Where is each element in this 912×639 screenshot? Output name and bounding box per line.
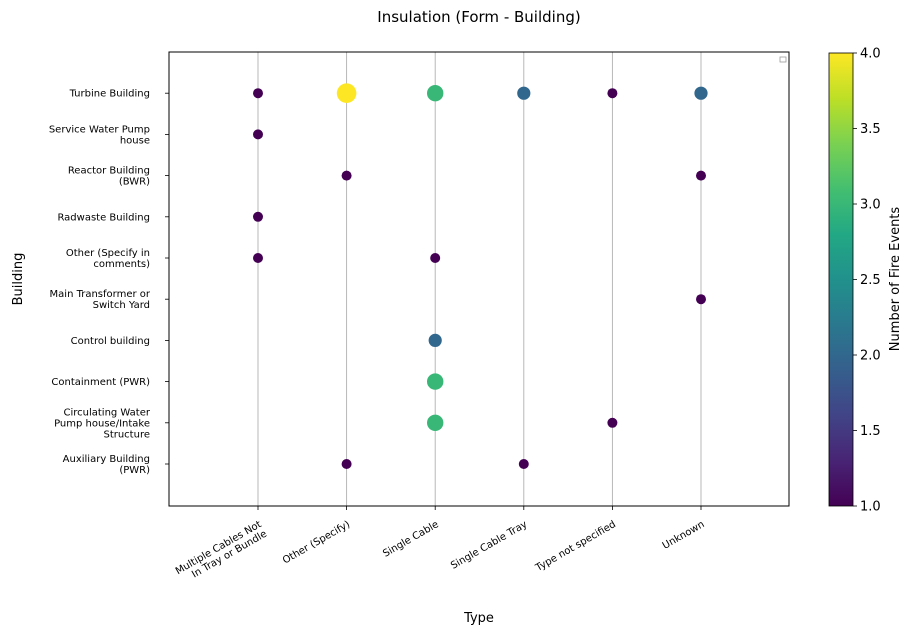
y-tick-label: Turbine Building: [69, 89, 150, 100]
y-tick-label: Radwaste Building: [57, 212, 150, 223]
data-point: [696, 294, 706, 305]
colorbar: [828, 52, 854, 507]
data-point: [607, 88, 618, 99]
colorbar-ticks: 1.0 1.5 2.0 2.5 3.0 3.5 4.0: [853, 47, 881, 515]
y-tick-label: Containment (PWR): [51, 377, 150, 388]
data-point: [517, 86, 531, 100]
y-tick-label: Reactor Building (BWR): [68, 166, 150, 188]
data-point: [336, 83, 357, 103]
data-point: [427, 373, 444, 390]
data-point: [427, 85, 444, 102]
data-points: [253, 83, 708, 469]
data-point: [341, 459, 352, 469]
y-tick-label: Control building: [71, 336, 150, 347]
data-point: [428, 333, 442, 347]
plot-area-frame: [168, 51, 790, 507]
x-axis-label: Type: [463, 611, 494, 626]
legend-box: [779, 56, 787, 63]
y-axis-ticks: Auxiliary Building (PWR) Circulating Water…: [49, 89, 169, 476]
data-point: [694, 86, 708, 100]
colorbar-tick-label: 2.5: [860, 273, 881, 288]
grid-lines: [257, 52, 702, 506]
data-point: [253, 253, 263, 263]
y-tick-label: Circulating Water Pump house/Intake Struct…: [54, 407, 151, 440]
y-tick-label: Main Transformer or Switch Yard: [50, 289, 151, 311]
y-tick-label: Service Water Pump house: [49, 124, 150, 146]
x-tick-label: Type not specified: [533, 519, 618, 574]
data-point: [253, 88, 263, 99]
y-tick-label: Other (Specify in comments): [66, 248, 150, 270]
colorbar-tick-label: 1.5: [860, 424, 881, 439]
data-point: [518, 459, 529, 469]
data-point: [253, 129, 263, 140]
x-tick-label: Multiple Cables NotIn Tray or Bundle: [174, 519, 269, 587]
data-point: [341, 170, 352, 181]
colorbar-tick-label: 1.0: [860, 500, 881, 515]
data-point: [696, 170, 706, 181]
colorbar-label: Number of Fire Events: [888, 207, 903, 352]
data-point: [427, 414, 444, 431]
x-axis-ticks: Multiple Cables NotIn Tray or Bundle Othe…: [174, 506, 707, 587]
data-point: [253, 211, 263, 222]
colorbar-tick-label: 4.0: [860, 47, 881, 62]
x-tick-label: Other (Specify): [281, 519, 352, 566]
data-point: [430, 253, 441, 263]
y-axis-label: Building: [11, 253, 26, 306]
y-tick-label: Auxiliary Building (PWR): [63, 454, 150, 476]
x-tick-label: Single Cable: [381, 519, 440, 560]
data-point: [607, 417, 618, 428]
colorbar-tick-label: 2.0: [860, 349, 881, 364]
x-tick-label: Unknown: [661, 519, 707, 552]
x-tick-label: Single Cable Tray: [449, 519, 529, 572]
colorbar-tick-label: 3.0: [860, 198, 881, 213]
colorbar-tick-label: 3.5: [860, 122, 881, 137]
chart-title: Insulation (Form - Building): [377, 8, 580, 26]
